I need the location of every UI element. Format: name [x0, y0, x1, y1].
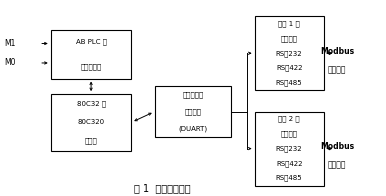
Text: M0: M0	[5, 58, 16, 67]
Text: 80C32 或: 80C32 或	[76, 100, 106, 107]
Text: RS－232: RS－232	[276, 145, 303, 152]
Bar	[254, 16, 324, 90]
Text: 图 1  通信模块结构: 图 1 通信模块结构	[134, 183, 191, 193]
Text: 接口电路: 接口电路	[281, 35, 298, 42]
Text: 两路通用异: 两路通用异	[182, 92, 204, 98]
Text: AB PLC 背: AB PLC 背	[76, 39, 107, 45]
Text: M1: M1	[5, 39, 16, 48]
Text: Modbus: Modbus	[320, 47, 354, 56]
Text: 主从装置: 主从装置	[328, 161, 347, 170]
Text: RS－485: RS－485	[276, 175, 303, 181]
Text: (DUART): (DUART)	[178, 125, 208, 132]
Text: 处理器: 处理器	[85, 138, 97, 144]
Text: 80C320: 80C320	[78, 119, 105, 125]
Text: 端口 1 号: 端口 1 号	[278, 20, 300, 27]
Text: 端口 2 号: 端口 2 号	[278, 116, 300, 122]
Bar	[254, 112, 324, 186]
Bar	[51, 30, 132, 79]
Text: 步收发机: 步收发机	[185, 108, 201, 115]
Bar	[51, 94, 132, 151]
Text: RS－422: RS－422	[276, 160, 302, 167]
Bar	[154, 86, 232, 137]
Text: 接口电路: 接口电路	[281, 131, 298, 137]
Text: 板传输电路: 板传输电路	[80, 63, 102, 70]
Text: RS－232: RS－232	[276, 50, 303, 56]
Text: RS－485: RS－485	[276, 80, 303, 86]
Text: RS－422: RS－422	[276, 65, 302, 71]
Text: Modbus: Modbus	[320, 142, 354, 151]
Text: 主从装置: 主从装置	[328, 65, 347, 74]
